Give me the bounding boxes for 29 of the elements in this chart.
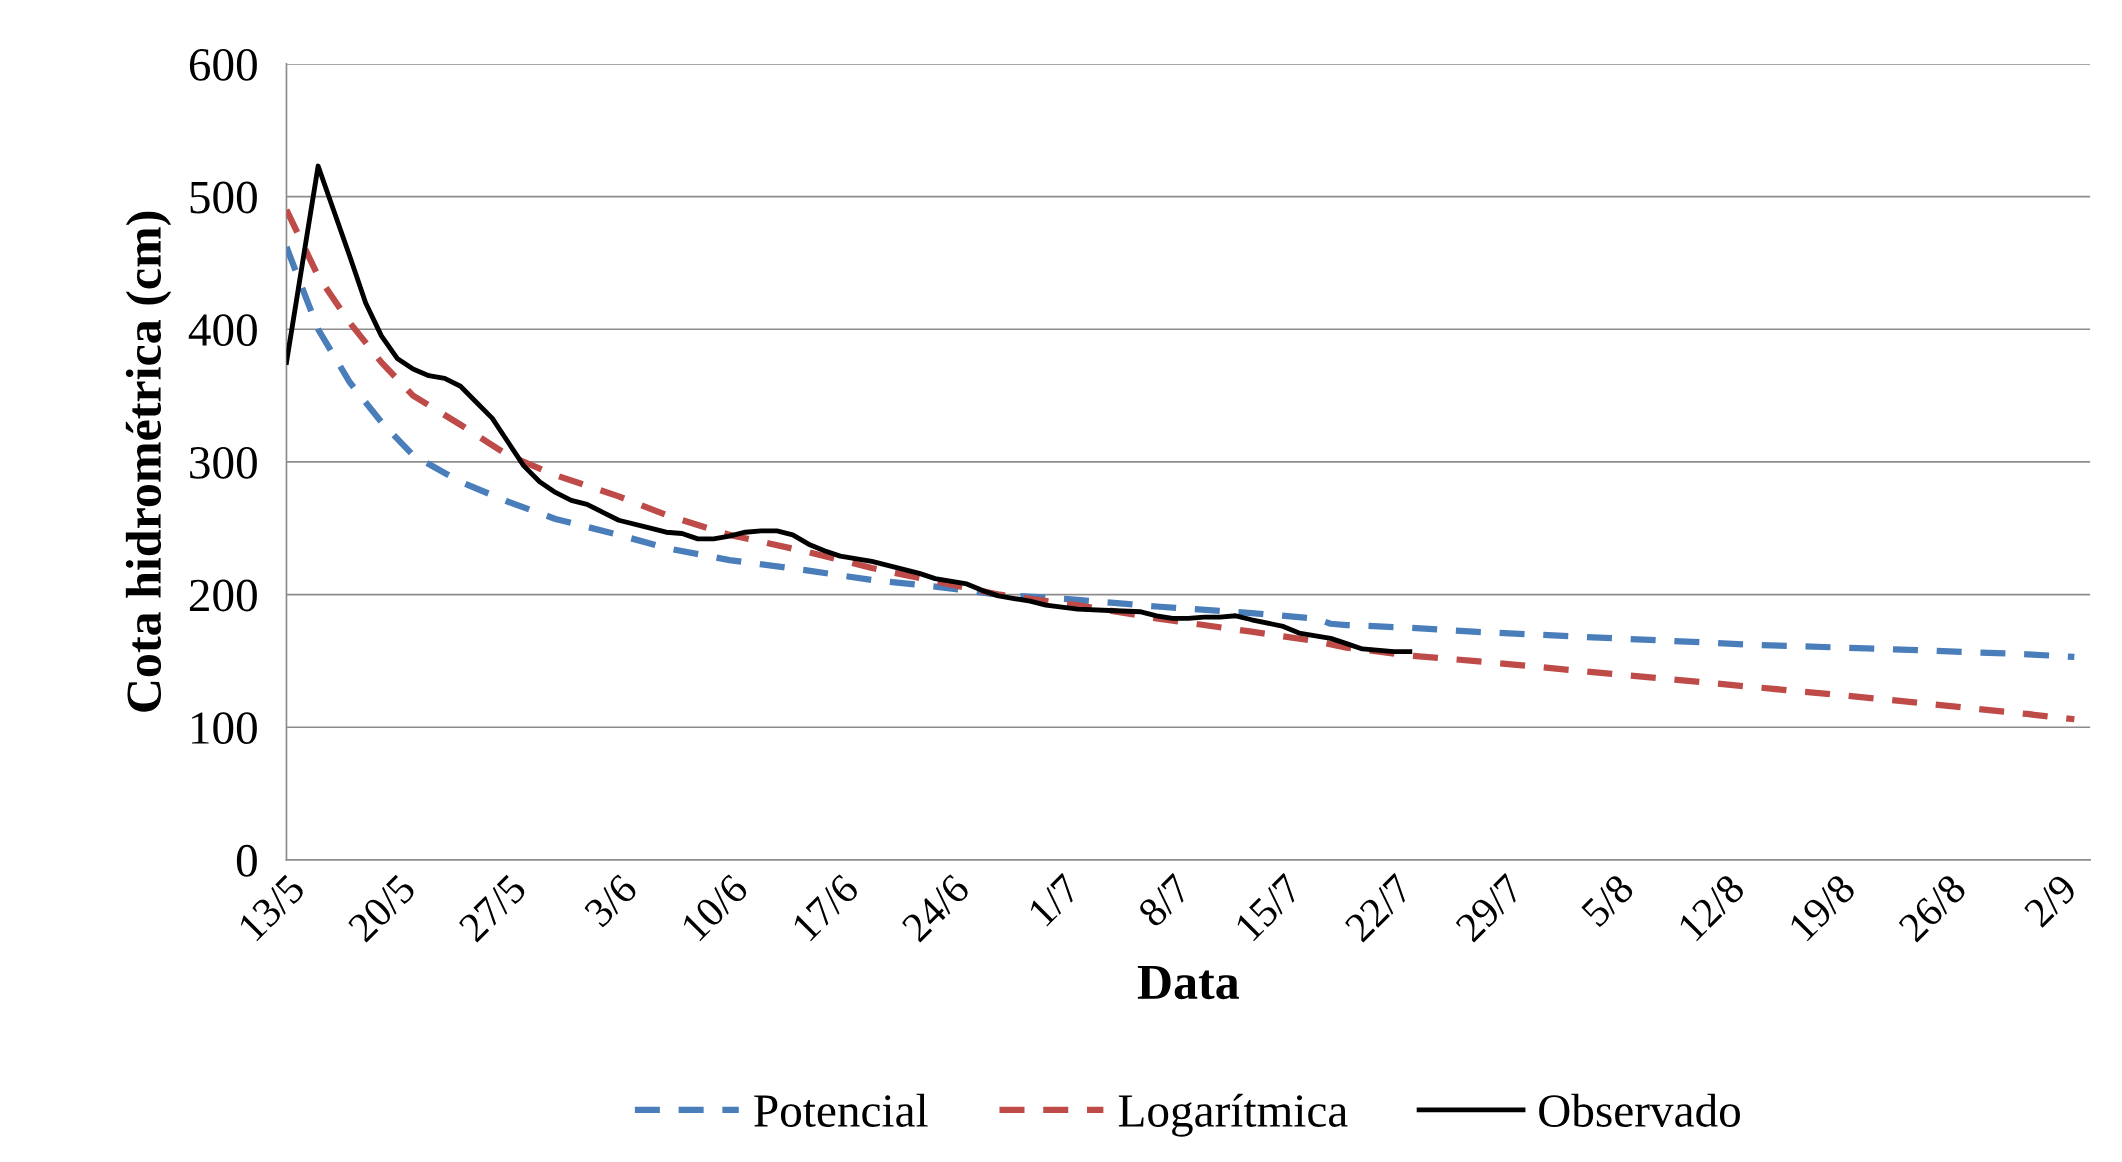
x-tick-label: 17/6: [791, 872, 861, 942]
legend-label: Potencial: [754, 1093, 928, 1127]
legend-label: Observado: [1539, 1093, 1740, 1127]
line-series: [286, 163, 1413, 655]
y-tick-label: 100: [192, 712, 257, 745]
x-tick-label: 12/8: [1677, 872, 1746, 942]
x-axis-title: Data: [1137, 965, 1239, 1000]
x-tick-label: 5/8: [1580, 872, 1636, 928]
x-tick-label: 24/6: [900, 872, 971, 943]
y-tick-label: 400: [188, 314, 257, 347]
x-tick-label: 20/5: [346, 872, 417, 943]
x-tick-label: 8/7: [1136, 872, 1193, 929]
x-tick-label: 29/7: [1454, 872, 1525, 943]
y-tick-label: 0: [236, 844, 257, 877]
x-tick-label: 1/7: [1027, 872, 1082, 927]
x-tick-label: 22/7: [1343, 872, 1414, 943]
x-tick-label: 3/6: [583, 872, 639, 928]
x-tick-label: 2/9: [2023, 873, 2079, 929]
y-tick-label: 300: [190, 446, 257, 479]
legend-label: Logarítmica: [1118, 1093, 1348, 1137]
y-tick-label: 200: [189, 579, 257, 612]
x-tick-label: 26/8: [1897, 872, 1968, 943]
x-tick-label: 27/5: [457, 873, 528, 943]
x-tick-label: 19/8: [1788, 872, 1857, 942]
y-tick-label: 500: [190, 181, 257, 214]
y-axis-title: Cota hidrométrica (cm): [125, 211, 172, 712]
x-tick-label: 10/6: [680, 872, 750, 942]
x-tick-label: 15/7: [1234, 872, 1304, 942]
y-tick-label: 600: [189, 48, 257, 81]
